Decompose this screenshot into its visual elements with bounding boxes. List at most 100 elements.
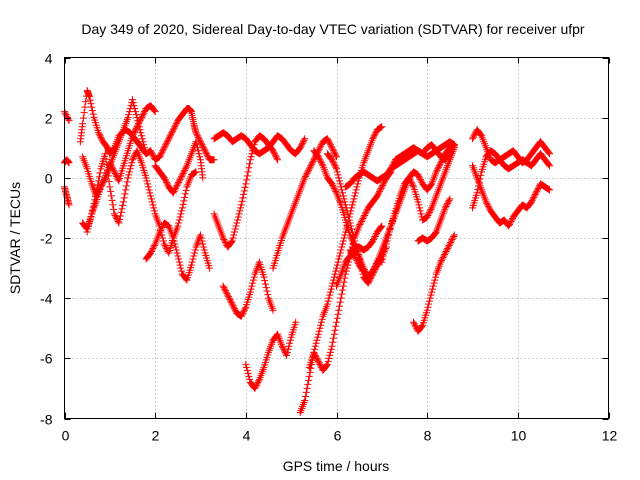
- data-point: [97, 133, 105, 141]
- data-point: [190, 252, 198, 260]
- data-point: [431, 273, 439, 281]
- data-point: [95, 173, 103, 181]
- data-point: [445, 196, 453, 204]
- data-point: [374, 190, 382, 198]
- data-point: [329, 159, 337, 167]
- data-point: [370, 264, 378, 272]
- data-point: [157, 150, 165, 158]
- data-point: [235, 210, 243, 218]
- data-point: [379, 255, 387, 263]
- data-point: [325, 138, 333, 146]
- data-point: [279, 344, 287, 352]
- data-point: [338, 290, 346, 298]
- data-point: [192, 138, 200, 146]
- data-point: [437, 159, 445, 167]
- data-point: [261, 280, 269, 288]
- data-point: [441, 251, 449, 259]
- data-point: [344, 210, 352, 218]
- marks-layer: [61, 87, 554, 416]
- data-point: [327, 345, 335, 353]
- data-point: [158, 223, 166, 231]
- data-point: [79, 114, 87, 122]
- data-point: [130, 129, 138, 137]
- data-point: [328, 342, 336, 350]
- data-point: [447, 237, 455, 245]
- x-tick-label: 12: [602, 428, 618, 444]
- data-point: [363, 207, 371, 215]
- data-point: [62, 111, 70, 119]
- data-point: [173, 181, 181, 189]
- data-point: [388, 162, 396, 170]
- data-point: [425, 300, 433, 308]
- data-point: [172, 243, 180, 251]
- data-point: [86, 216, 94, 224]
- data-point: [424, 303, 432, 311]
- data-point: [252, 381, 260, 389]
- data-point: [190, 249, 198, 257]
- data-point: [143, 177, 151, 185]
- data-point: [140, 141, 148, 149]
- data-point: [360, 213, 368, 221]
- data-point: [445, 242, 453, 250]
- data-point: [176, 261, 184, 269]
- data-point: [163, 178, 170, 186]
- data-point: [354, 180, 362, 188]
- data-point: [231, 225, 239, 233]
- data-point: [333, 153, 340, 161]
- data-point: [346, 219, 354, 227]
- data-point: [243, 363, 251, 371]
- data-point: [331, 150, 339, 158]
- data-point: [324, 136, 332, 144]
- data-point: [336, 177, 344, 185]
- data-point: [529, 195, 537, 203]
- data-point: [371, 130, 379, 138]
- data-point: [424, 211, 432, 219]
- data-point: [416, 204, 424, 212]
- data-point: [292, 318, 300, 326]
- data-point: [482, 198, 490, 206]
- data-point: [221, 285, 229, 293]
- data-point: [247, 285, 255, 293]
- data-point: [342, 201, 350, 209]
- data-point: [117, 208, 125, 216]
- data-point: [157, 225, 165, 233]
- data-point: [246, 375, 254, 383]
- data-point: [383, 172, 391, 180]
- data-point: [416, 174, 424, 182]
- data-point: [477, 171, 485, 179]
- data-point: [145, 186, 153, 194]
- data-point: [234, 216, 242, 224]
- data-point: [193, 141, 201, 149]
- data-point: [302, 171, 310, 179]
- data-point: [415, 201, 423, 209]
- data-point: [362, 208, 370, 216]
- data-point: [378, 183, 386, 191]
- data-point: [444, 199, 452, 207]
- data-point: [348, 225, 356, 233]
- data-point: [317, 142, 325, 150]
- data-point: [449, 234, 457, 242]
- data-point: [431, 276, 439, 284]
- data-point: [175, 216, 183, 224]
- data-point: [376, 187, 384, 195]
- data-point: [163, 180, 171, 188]
- data-point: [132, 124, 140, 132]
- data-point: [314, 333, 322, 341]
- data-point: [135, 123, 143, 131]
- data-point: [351, 192, 359, 200]
- data-point: [222, 288, 230, 296]
- data-point: [92, 189, 100, 197]
- data-point: [329, 279, 337, 287]
- data-point: [317, 318, 325, 326]
- data-point: [533, 186, 541, 194]
- data-point: [343, 207, 351, 215]
- data-point: [85, 219, 93, 227]
- y-tick-label: -8: [40, 412, 53, 428]
- data-point: [243, 176, 251, 184]
- data-point: [304, 168, 312, 176]
- data-point: [242, 360, 250, 368]
- series-prn-y: [414, 195, 454, 245]
- data-point: [203, 151, 211, 159]
- data-point: [98, 180, 106, 188]
- data-point: [158, 148, 166, 156]
